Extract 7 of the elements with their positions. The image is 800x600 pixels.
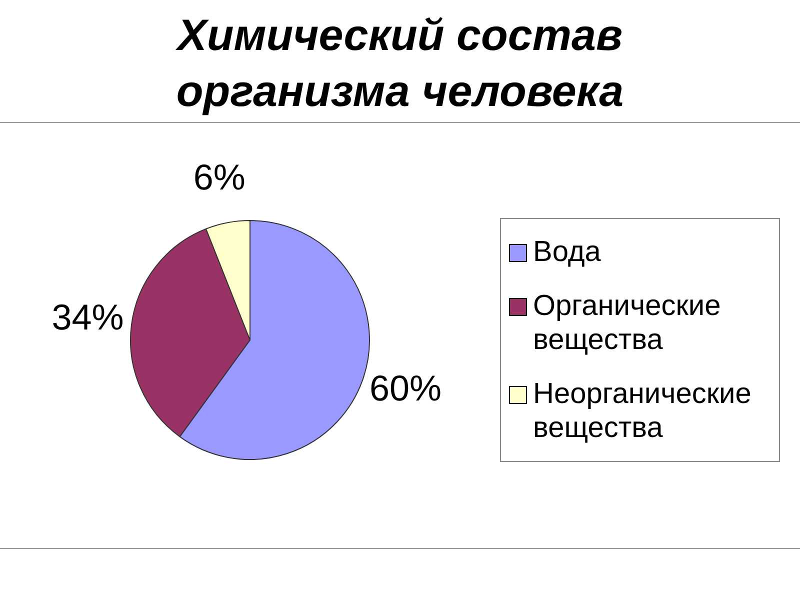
data-label: 6%	[193, 156, 246, 198]
chart-title: Химический состав организма человека	[174, 10, 625, 118]
legend-label: Неорганические вещества	[533, 377, 752, 445]
legend-label: Вода	[533, 235, 601, 269]
legend-label: Органические вещества	[533, 289, 722, 357]
data-label: 34%	[52, 296, 124, 338]
data-label: 60%	[369, 367, 442, 408]
